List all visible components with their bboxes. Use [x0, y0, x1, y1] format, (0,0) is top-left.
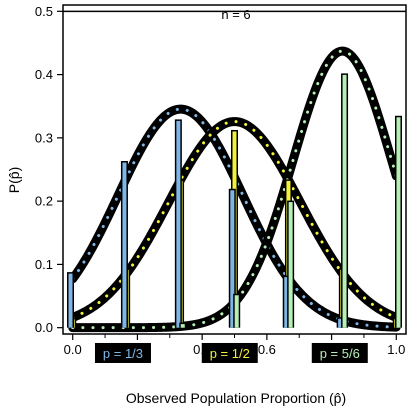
- legend: p = 1/3 p = 1/2 p = 5/6: [94, 342, 368, 363]
- panel-label: n = 6: [221, 7, 250, 22]
- bar-2-5: [342, 74, 347, 328]
- y-tick-label-1: 0.1: [35, 257, 53, 272]
- probability-bars: [67, 73, 402, 328]
- bar-0-2: [176, 120, 181, 328]
- bar-2-6: [396, 117, 401, 328]
- bar-0-3: [230, 190, 235, 328]
- bar-0-0: [68, 273, 73, 328]
- x-tick-label-3: 0.6: [258, 342, 276, 357]
- bar-0-1: [122, 162, 127, 328]
- bar-0-5: [338, 318, 343, 328]
- legend-label-0: p = 1/3: [103, 346, 143, 361]
- legend-label-2: p = 5/6: [320, 346, 360, 361]
- y-tick-label-2: 0.2: [35, 194, 53, 209]
- y-tick-label-4: 0.4: [35, 67, 53, 82]
- x-tick-label-5: 1.0: [387, 342, 405, 357]
- x-axis-title: Observed Population Proportion (p̂): [126, 390, 346, 406]
- y-axis-title: P(p̂): [6, 167, 22, 193]
- bar-2-3: [234, 295, 239, 328]
- legend-box-1: [201, 342, 258, 363]
- bar-0-4: [284, 277, 289, 328]
- legend-box-0: [94, 342, 151, 363]
- bar-2-4: [288, 202, 293, 328]
- legend-label-1: p = 1/2: [210, 346, 250, 361]
- legend-box-2: [311, 342, 368, 363]
- y-tick-label-5: 0.5: [35, 4, 53, 19]
- y-tick-label-0: 0.0: [35, 320, 53, 335]
- x-tick-label-0: 0.0: [64, 342, 82, 357]
- bar-2-2: [180, 324, 185, 328]
- y-tick-label-3: 0.3: [35, 130, 53, 145]
